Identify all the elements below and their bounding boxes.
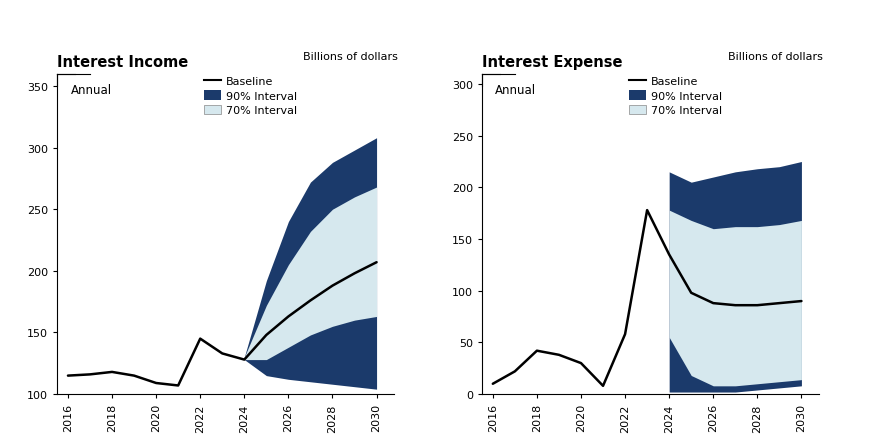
Text: Billions of dollars: Billions of dollars — [728, 52, 823, 62]
Text: Annual: Annual — [70, 84, 111, 97]
Legend: Baseline, 90% Interval, 70% Interval: Baseline, 90% Interval, 70% Interval — [204, 77, 298, 116]
Text: Billions of dollars: Billions of dollars — [303, 52, 398, 62]
Text: Interest Income: Interest Income — [57, 55, 188, 70]
Legend: Baseline, 90% Interval, 70% Interval: Baseline, 90% Interval, 70% Interval — [629, 77, 723, 116]
Text: Annual: Annual — [495, 84, 536, 97]
Text: Figure 3. Interest Income and Interest Expense: Figure 3. Interest Income and Interest E… — [11, 22, 364, 36]
Text: Interest Expense: Interest Expense — [482, 55, 622, 70]
